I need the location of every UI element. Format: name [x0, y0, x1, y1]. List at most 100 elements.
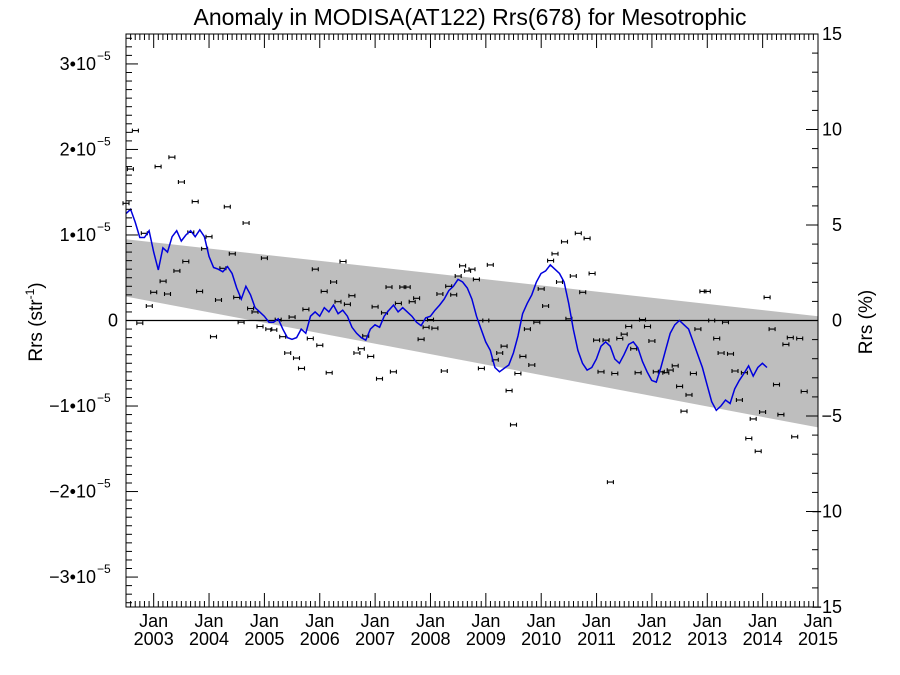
- data-point-97: [569, 274, 577, 278]
- data-point-59: [394, 301, 402, 306]
- data-point-142: [777, 412, 785, 417]
- data-point-47: [339, 259, 347, 264]
- y-right-tick-label-6: 15: [822, 24, 842, 44]
- y-axis-left-label-base: Rrs (str: [26, 299, 47, 362]
- plot-area: −3•10 −5−2•10 −5−1•10 −501•10 −52•10 −53•10 −5…: [49, 24, 842, 649]
- data-point-63: [413, 296, 421, 301]
- data-point-29: [256, 324, 264, 329]
- data-point-88: [528, 363, 536, 367]
- smoothed-series-line: [125, 207, 768, 412]
- data-point-51: [357, 346, 365, 351]
- data-point-133: [735, 398, 743, 402]
- data-point-3: [136, 321, 144, 326]
- data-point-39: [302, 307, 310, 312]
- y-left-tick-exponent-5: −5: [97, 134, 111, 148]
- data-point-7: [154, 164, 162, 169]
- data-point-26: [242, 221, 250, 225]
- data-point-20: [214, 298, 223, 302]
- x-tick-month-1: Jan: [195, 611, 224, 631]
- data-point-90: [537, 286, 545, 291]
- data-point-32: [270, 327, 278, 332]
- x-tick-year-8: 2011: [577, 629, 616, 649]
- y-right-tick-label-1: −10: [811, 502, 842, 522]
- data-point-36: [288, 315, 296, 320]
- data-point-81: [496, 351, 504, 355]
- x-tick-month-2: Jan: [250, 611, 279, 631]
- data-point-64: [417, 337, 425, 342]
- data-point-65: [422, 325, 430, 330]
- data-point-5: [145, 304, 153, 308]
- data-point-72: [454, 274, 462, 278]
- data-point-113: [643, 324, 652, 329]
- data-point-106: [611, 371, 619, 376]
- data-point-107: [616, 336, 624, 341]
- data-point-19: [209, 334, 218, 339]
- data-point-15: [191, 199, 199, 204]
- x-tick-month-11: Jan: [748, 611, 777, 631]
- data-point-55: [375, 376, 384, 381]
- data-point-67: [431, 326, 439, 331]
- data-point-144: [786, 335, 794, 340]
- data-point-119: [671, 363, 679, 368]
- data-point-13: [182, 259, 190, 264]
- data-point-89: [533, 320, 541, 325]
- x-tick-year-12: 2015: [798, 629, 838, 649]
- x-tick-year-10: 2013: [687, 629, 727, 649]
- data-point-123: [689, 371, 697, 376]
- data-point-37: [292, 356, 301, 361]
- data-point-2: [131, 128, 139, 133]
- data-point-108: [620, 332, 628, 337]
- data-point-54: [371, 304, 379, 309]
- x-tick-month-5: Jan: [416, 611, 445, 631]
- data-point-84: [509, 422, 518, 427]
- data-point-93: [551, 251, 559, 256]
- data-point-145: [791, 434, 799, 439]
- data-point-91: [542, 304, 550, 308]
- x-tick-year-9: 2012: [632, 629, 672, 649]
- data-point-129: [717, 351, 725, 355]
- data-point-105: [606, 480, 614, 485]
- x-tick-year-1: 2004: [189, 629, 229, 649]
- x-tick-month-7: Jan: [527, 611, 556, 631]
- data-point-143: [782, 342, 790, 347]
- data-point-35: [284, 351, 292, 355]
- data-point-83: [505, 388, 513, 393]
- data-point-78: [482, 318, 490, 323]
- data-point-131: [726, 351, 735, 356]
- data-point-122: [685, 392, 693, 397]
- data-point-23: [228, 251, 236, 256]
- data-point-126: [703, 289, 711, 294]
- x-tick-month-10: Jan: [693, 611, 722, 631]
- data-point-10: [168, 155, 176, 160]
- y-left-tick-exponent-1: −5: [97, 477, 111, 491]
- data-point-109: [625, 324, 633, 329]
- x-tick-year-7: 2010: [521, 629, 561, 649]
- y-left-tick-label-4: 1•10: [60, 225, 96, 245]
- x-tick-month-0: Jan: [139, 611, 168, 631]
- data-point-16: [196, 289, 204, 294]
- data-point-128: [713, 336, 721, 341]
- data-point-118: [666, 368, 674, 373]
- x-tick-month-9: Jan: [637, 611, 666, 631]
- data-point-95: [560, 239, 569, 244]
- data-point-101: [588, 271, 596, 276]
- y-axis-left-label: Rrs (str-1): [23, 282, 47, 361]
- data-point-75: [468, 267, 476, 272]
- y-left-tick-label-3: 0: [108, 311, 118, 331]
- y-right-tick-label-0: −15: [811, 597, 842, 617]
- x-tick-month-12: Jan: [803, 611, 832, 631]
- y-left-tick-exponent-0: −5: [97, 562, 111, 576]
- data-point-40: [306, 336, 314, 341]
- data-point-73: [459, 263, 467, 268]
- y-axis-left-label-sup: -1: [23, 288, 37, 299]
- data-point-124: [694, 327, 702, 332]
- y-right-tick-label-4: 5: [832, 215, 842, 235]
- data-point-66: [426, 317, 435, 322]
- data-point-103: [597, 369, 605, 374]
- data-point-41: [311, 267, 319, 272]
- data-point-147: [800, 389, 808, 394]
- y-axis-right-label: Rrs (%): [856, 290, 877, 354]
- data-point-46: [334, 299, 342, 304]
- data-point-137: [754, 449, 762, 454]
- data-point-68: [436, 292, 444, 296]
